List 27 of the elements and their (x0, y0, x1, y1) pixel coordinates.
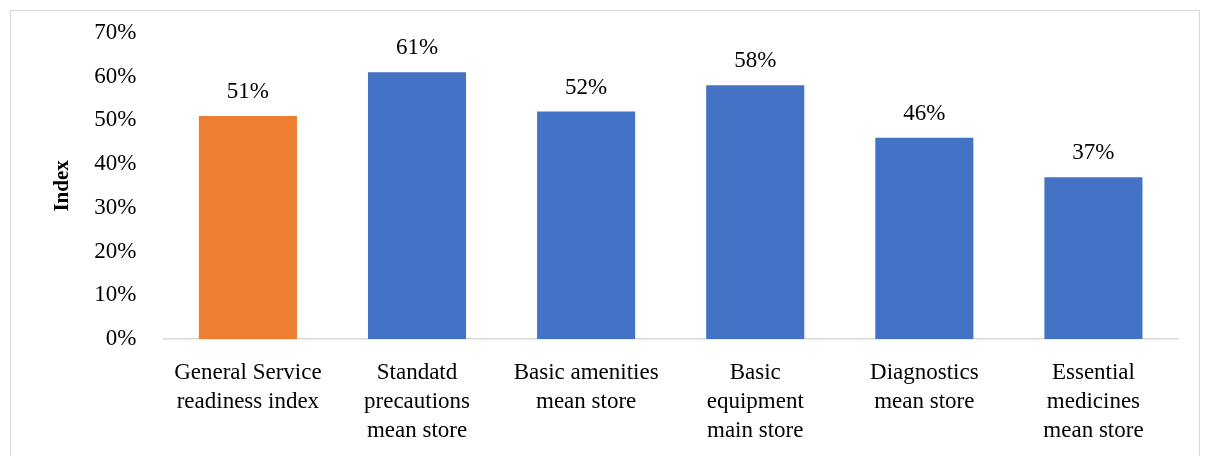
y-tick-label: 30% (94, 193, 137, 219)
data-label: 52% (565, 73, 608, 99)
y-axis-title: Index (49, 159, 74, 212)
y-tick-label: 70% (94, 18, 137, 44)
y-tick-label: 40% (94, 150, 137, 176)
bar (706, 85, 805, 339)
y-tick-label: 60% (94, 62, 137, 88)
x-tick-label: Diagnostics mean store (870, 358, 979, 413)
x-tick-label: Standatd precautions mean store (364, 358, 471, 442)
x-tick-label: Basic equipment main store (706, 358, 805, 442)
y-tick-label: 10% (94, 281, 137, 307)
data-label: 58% (734, 47, 777, 73)
data-label: 46% (903, 99, 946, 125)
bar (875, 137, 974, 339)
bar (367, 72, 467, 339)
y-tick-label: 0% (105, 325, 137, 351)
y-tick-label: 50% (94, 106, 137, 132)
x-tick-label: Essential medicines mean store (1043, 358, 1144, 442)
bar (198, 115, 297, 339)
y-tick-label: 20% (94, 237, 137, 263)
bar (1044, 177, 1143, 339)
x-tick-label: Basic amenities mean store (513, 358, 659, 413)
x-tick-label: General Service readiness index (174, 358, 322, 413)
bar (537, 111, 636, 339)
data-label: 51% (226, 77, 269, 103)
data-label: 61% (395, 34, 439, 60)
data-label: 37% (1072, 139, 1115, 165)
